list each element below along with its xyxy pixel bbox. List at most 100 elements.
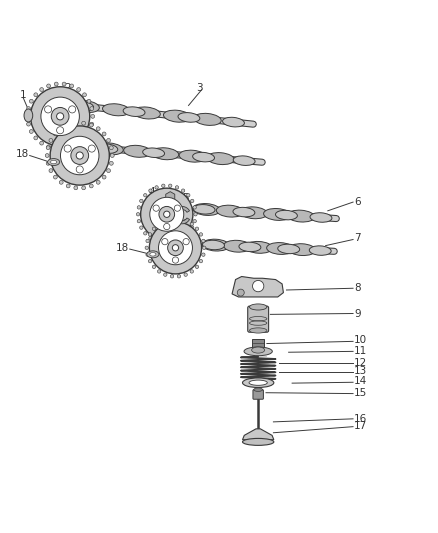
Circle shape	[74, 186, 78, 190]
Circle shape	[41, 97, 79, 135]
Circle shape	[190, 222, 194, 226]
Ellipse shape	[243, 439, 274, 446]
Circle shape	[26, 115, 29, 118]
Circle shape	[237, 289, 244, 296]
Circle shape	[46, 123, 113, 189]
Circle shape	[90, 122, 94, 126]
Circle shape	[168, 240, 184, 256]
Circle shape	[164, 223, 170, 230]
Circle shape	[170, 217, 174, 221]
Circle shape	[169, 184, 172, 188]
Circle shape	[152, 265, 155, 269]
Circle shape	[187, 193, 190, 197]
Circle shape	[60, 136, 99, 175]
Ellipse shape	[124, 146, 151, 157]
Polygon shape	[243, 429, 274, 440]
Circle shape	[174, 205, 180, 211]
Circle shape	[27, 83, 93, 149]
Circle shape	[158, 222, 161, 226]
Circle shape	[34, 136, 38, 140]
Circle shape	[144, 193, 147, 197]
Text: 4: 4	[148, 187, 155, 197]
Ellipse shape	[194, 114, 221, 125]
Ellipse shape	[178, 112, 200, 122]
Text: 13: 13	[354, 366, 367, 376]
Ellipse shape	[102, 104, 130, 116]
Circle shape	[164, 211, 170, 217]
Circle shape	[148, 233, 152, 236]
Circle shape	[148, 260, 152, 263]
Circle shape	[96, 180, 100, 184]
Circle shape	[76, 152, 83, 159]
Circle shape	[199, 260, 203, 263]
Ellipse shape	[96, 143, 123, 155]
Circle shape	[62, 147, 66, 151]
Ellipse shape	[250, 304, 267, 310]
Circle shape	[149, 189, 152, 192]
Circle shape	[162, 184, 165, 188]
Circle shape	[150, 197, 184, 231]
Circle shape	[181, 236, 185, 240]
Ellipse shape	[278, 244, 300, 254]
Circle shape	[170, 274, 174, 278]
Ellipse shape	[223, 240, 251, 252]
Circle shape	[175, 239, 179, 243]
Circle shape	[89, 184, 93, 188]
Text: 8: 8	[354, 283, 360, 293]
Ellipse shape	[267, 243, 294, 254]
Circle shape	[83, 136, 86, 140]
Circle shape	[162, 241, 165, 245]
Ellipse shape	[244, 347, 272, 356]
Circle shape	[71, 147, 88, 164]
Ellipse shape	[202, 239, 230, 251]
Circle shape	[158, 270, 161, 273]
Circle shape	[152, 227, 155, 230]
Circle shape	[193, 206, 196, 209]
Circle shape	[62, 82, 66, 86]
Text: 3: 3	[196, 83, 203, 93]
Circle shape	[144, 232, 147, 235]
Circle shape	[50, 126, 110, 185]
Circle shape	[184, 273, 187, 276]
Circle shape	[40, 141, 43, 145]
Ellipse shape	[147, 251, 159, 258]
Ellipse shape	[249, 380, 267, 385]
Circle shape	[59, 127, 63, 131]
FancyBboxPatch shape	[168, 198, 173, 204]
Circle shape	[74, 122, 78, 125]
Ellipse shape	[240, 207, 267, 219]
Circle shape	[172, 257, 179, 263]
Circle shape	[102, 175, 106, 179]
Circle shape	[177, 274, 180, 278]
Circle shape	[53, 175, 57, 179]
Circle shape	[40, 87, 43, 92]
Ellipse shape	[72, 101, 99, 112]
Text: 9: 9	[354, 309, 360, 319]
Circle shape	[201, 239, 205, 243]
Text: 17: 17	[354, 421, 367, 431]
Circle shape	[34, 93, 38, 96]
Polygon shape	[232, 277, 283, 297]
Circle shape	[31, 87, 90, 146]
Circle shape	[172, 245, 179, 251]
Text: 7: 7	[354, 233, 360, 243]
Circle shape	[54, 82, 58, 86]
Text: 1: 1	[20, 90, 26, 100]
Circle shape	[187, 232, 190, 235]
Circle shape	[90, 107, 94, 110]
Circle shape	[49, 169, 53, 173]
Circle shape	[164, 273, 167, 276]
Ellipse shape	[239, 242, 261, 252]
Ellipse shape	[133, 107, 160, 119]
Circle shape	[177, 217, 180, 221]
Ellipse shape	[309, 246, 331, 255]
Circle shape	[54, 147, 58, 151]
Text: 5: 5	[182, 193, 189, 203]
Text: 12: 12	[354, 358, 367, 368]
Ellipse shape	[250, 328, 267, 333]
Circle shape	[106, 169, 110, 173]
Circle shape	[110, 146, 113, 150]
Ellipse shape	[233, 207, 255, 217]
Circle shape	[164, 219, 167, 223]
Ellipse shape	[150, 253, 156, 256]
